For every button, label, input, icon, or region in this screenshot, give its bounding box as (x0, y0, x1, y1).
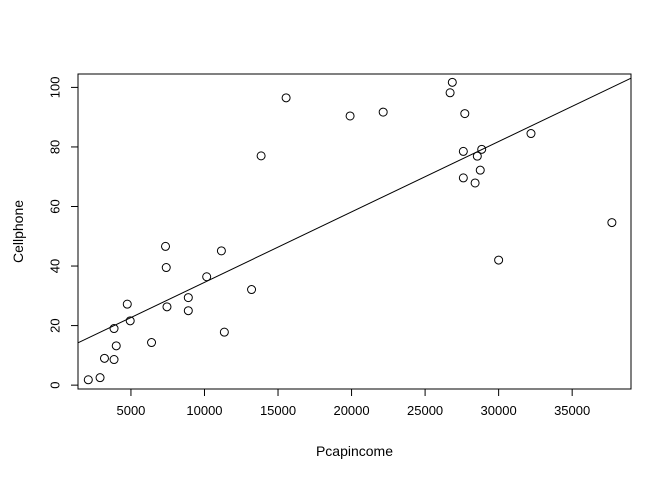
data-point (219, 327, 229, 337)
x-axis-title: Pcapincome (316, 443, 393, 459)
data-points (83, 77, 617, 385)
data-point (95, 373, 105, 383)
x-tick-label: 30000 (481, 403, 517, 418)
data-point (122, 299, 132, 309)
y-tick-label: 80 (48, 140, 63, 154)
data-point (477, 144, 487, 154)
data-point (111, 341, 121, 351)
fit-line (77, 77, 632, 344)
data-point (109, 324, 119, 334)
y-tick-label: 40 (48, 259, 63, 273)
x-tick-label: 20000 (333, 403, 369, 418)
data-point (494, 255, 504, 265)
data-point (161, 241, 171, 251)
x-tick-label: 15000 (260, 403, 296, 418)
data-point (247, 285, 257, 295)
data-point (447, 77, 457, 87)
data-point (183, 293, 193, 303)
data-point (526, 129, 536, 139)
plot-box (77, 73, 632, 390)
regression-line (77, 77, 632, 344)
x-axis: 5000 10000 15000 20000 25000 30000 35000 (116, 388, 590, 418)
data-point (445, 88, 455, 98)
data-point (378, 107, 388, 117)
y-tick-label: 20 (48, 318, 63, 332)
data-point (125, 316, 135, 326)
data-point (161, 263, 171, 273)
data-point (475, 165, 485, 175)
data-point (458, 146, 468, 156)
x-tick-label: 25000 (407, 403, 443, 418)
data-point (147, 338, 157, 348)
data-point (607, 218, 617, 228)
data-point (83, 375, 93, 385)
y-tick-label: 60 (48, 199, 63, 213)
data-point (162, 302, 172, 312)
data-point (256, 151, 266, 161)
y-tick-label: 0 (48, 382, 63, 389)
data-point (345, 111, 355, 121)
data-point (458, 173, 468, 183)
y-tick-label: 100 (48, 77, 63, 99)
data-point (470, 178, 480, 188)
x-tick-label: 5000 (116, 403, 145, 418)
x-tick-label: 10000 (186, 403, 222, 418)
x-tick-label: 35000 (554, 403, 590, 418)
data-point (460, 109, 470, 119)
plot-frame (77, 73, 632, 390)
y-axis-title: Cellphone (10, 200, 26, 263)
y-axis: 0 20 40 60 80 100 (48, 77, 79, 389)
data-point (109, 355, 119, 365)
data-point (99, 353, 109, 363)
data-point (216, 246, 226, 256)
data-point (183, 306, 193, 316)
data-point (281, 93, 291, 103)
